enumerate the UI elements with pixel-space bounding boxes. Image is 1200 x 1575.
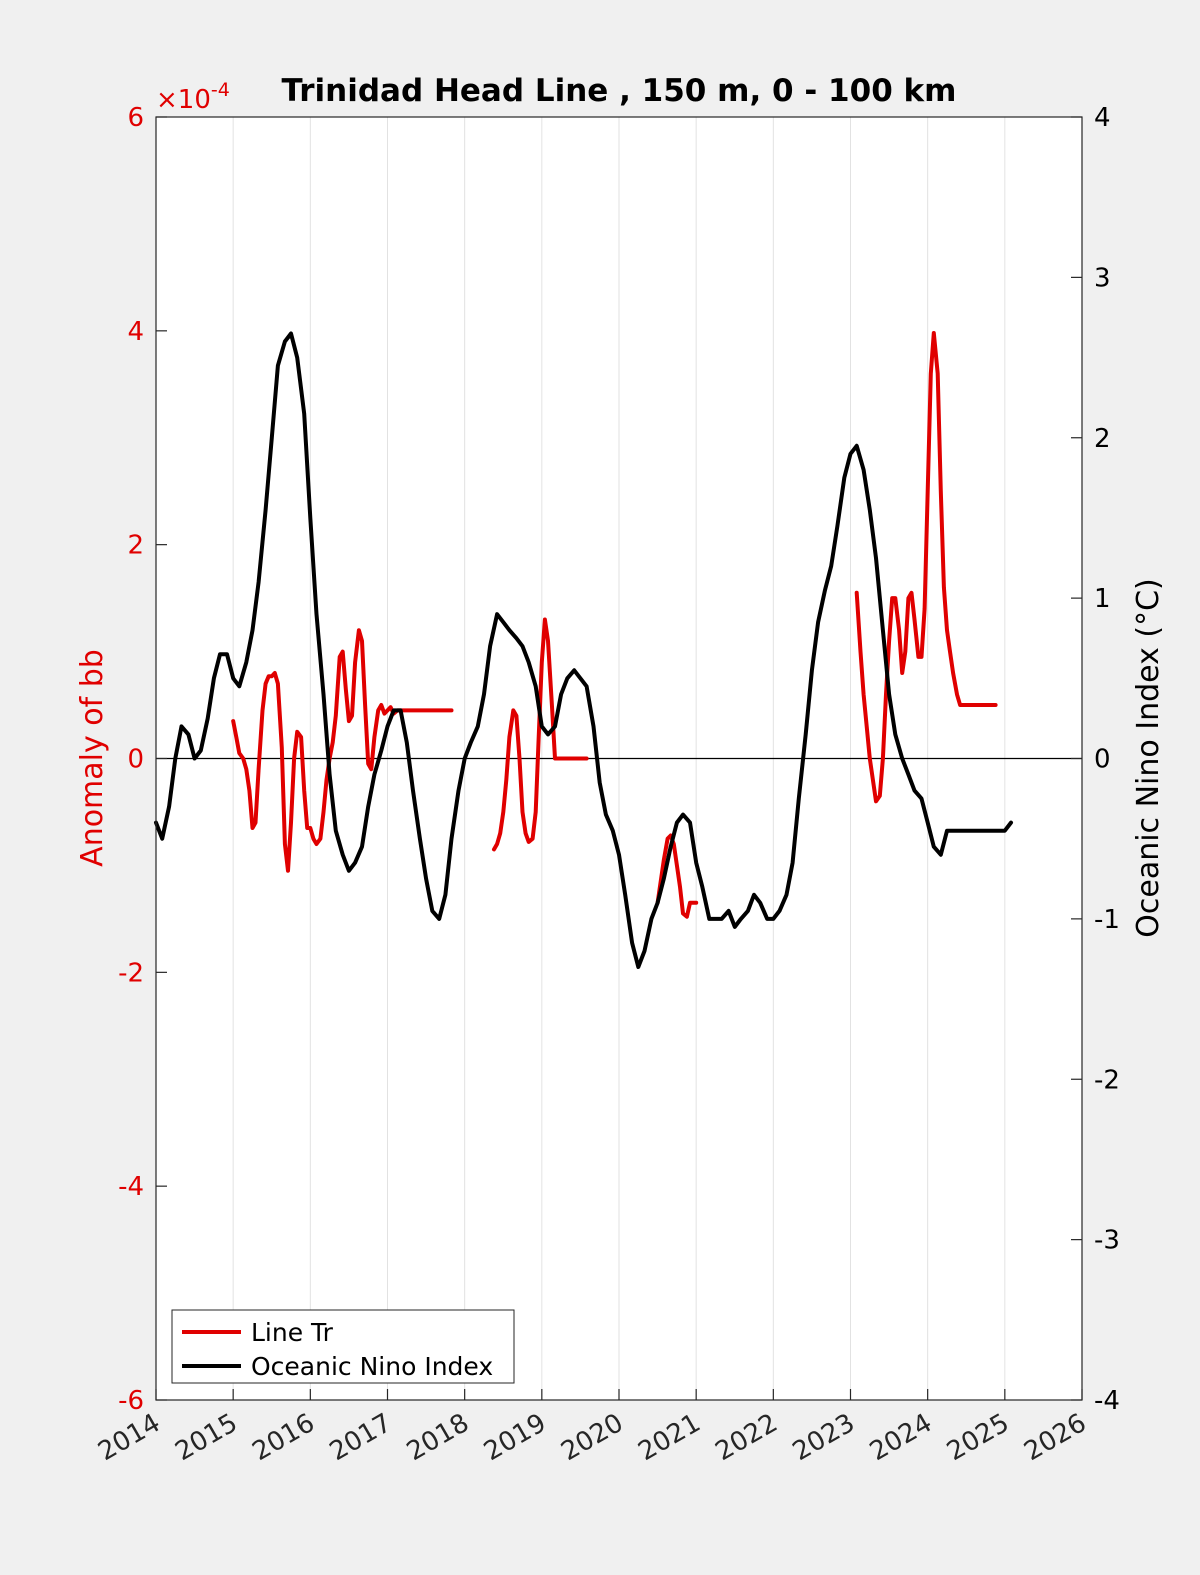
y-right-tick-label: 1 (1094, 584, 1111, 614)
series-line-line-tr (655, 833, 699, 919)
legend-box (171, 1309, 515, 1384)
x-tick-label: 2014 (93, 1408, 165, 1467)
x-tick-label: 2025 (942, 1408, 1014, 1467)
chart-title: Trinidad Head Line , 150 m, 0 - 100 km (282, 73, 957, 109)
x-tick-label: 2024 (865, 1408, 937, 1467)
x-tick-label: 2017 (325, 1408, 397, 1467)
y-right-tick-label: -4 (1094, 1386, 1120, 1416)
y-left-tick-label: 0 (127, 745, 144, 775)
x-tick-label: 2021 (633, 1408, 705, 1467)
x-tick-label: 2020 (556, 1408, 628, 1467)
left-axis-multiplier-exp: -4 (211, 79, 230, 101)
series-line-line-tr (231, 628, 454, 873)
x-tick-label: 2026 (1019, 1408, 1091, 1467)
series-line-line-tr (492, 617, 589, 852)
x-tick-label: 2023 (788, 1408, 860, 1467)
x-axis: 2014 2015 2016 2017 2018 2019 2020 2021 2022 2023… (93, 1389, 1092, 1467)
left-axis-multiplier-base: ×10 (156, 85, 211, 115)
y-left-tick-label: 2 (127, 531, 144, 561)
x-tick-label: 2015 (170, 1408, 242, 1467)
x-tick-label: 2016 (248, 1408, 320, 1467)
y-right-tick-label: 2 (1094, 424, 1111, 454)
series-layer (154, 331, 1013, 969)
y-right-tick-label: 0 (1094, 745, 1111, 775)
x-tick-label: 2018 (402, 1408, 474, 1467)
legend-label-oni: Oceanic Nino Index (251, 1352, 493, 1381)
legend: Line Tr Oceanic Nino Index (171, 1309, 515, 1384)
left-axis-multiplier: ×10-4 (156, 79, 230, 115)
right-axis: 4 3 2 1 0 -1 -2 -3 -4 (1071, 103, 1120, 1416)
left-axis-label: Anomaly of bb (75, 649, 110, 867)
series-line-oceanic-nino-index (154, 331, 1013, 969)
x-tick-label: 2022 (711, 1408, 783, 1467)
y-left-tick-label: -6 (118, 1386, 144, 1416)
y-left-tick-label: 6 (127, 103, 144, 133)
y-left-tick-label: -2 (118, 958, 144, 988)
y-right-tick-label: -1 (1094, 905, 1120, 935)
y-right-tick-label: 3 (1094, 263, 1111, 293)
y-right-tick-label: -3 (1094, 1226, 1120, 1256)
left-axis: 6 4 2 0 -2 -4 -6 (118, 103, 167, 1416)
x-tick-label: 2019 (479, 1408, 551, 1467)
right-axis-label: Oceanic Nino Index (°C) (1131, 578, 1166, 938)
series-line-line-tr (854, 331, 998, 804)
y-right-tick-label: 4 (1094, 103, 1111, 133)
y-right-tick-label: -2 (1094, 1065, 1120, 1095)
y-left-tick-label: 4 (127, 317, 144, 347)
legend-label-line-tr: Line Tr (251, 1318, 334, 1347)
y-left-tick-label: -4 (118, 1172, 144, 1202)
